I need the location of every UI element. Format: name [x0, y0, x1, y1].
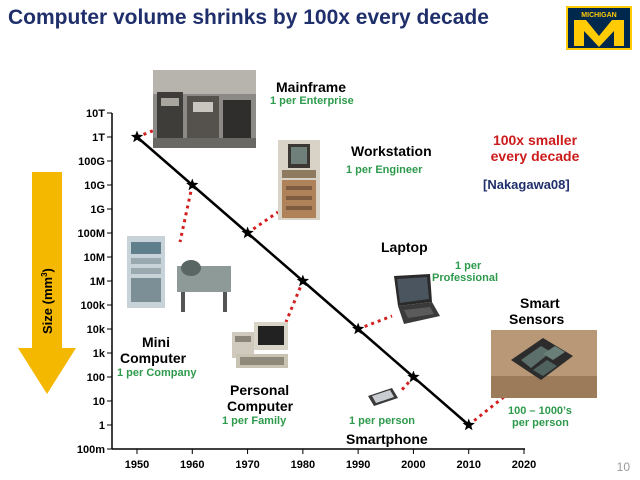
- y-tick-label: 10M: [84, 252, 105, 264]
- y-tick-label: 1G: [90, 204, 105, 216]
- x-tick-label: 1950: [125, 459, 149, 471]
- size-axis-label: Size (mm3): [40, 268, 55, 334]
- y-tick-label: 100k: [81, 300, 106, 312]
- page-number: 10: [616, 460, 630, 474]
- y-tick-label: 100G: [78, 156, 105, 168]
- y-tick-label: 10G: [84, 180, 105, 192]
- mainframe-photo: [153, 70, 256, 148]
- workstation-label: Workstation: [351, 143, 432, 159]
- workstation-sub-label: 1 per Engineer: [346, 164, 423, 176]
- minicomputer-sub-label: 1 per Company: [117, 367, 197, 379]
- connector-line: [246, 210, 279, 235]
- minicomputer-photo: [127, 236, 231, 312]
- laptop-sub-label-2: Professional: [432, 272, 499, 284]
- connector-line: [178, 184, 194, 243]
- y-tick-label: 1: [99, 420, 105, 432]
- y-tick-label: 100m: [77, 444, 105, 456]
- smart-sensors-sub-1: 100 – 1000’s: [508, 405, 572, 417]
- y-tick-label: 10k: [87, 324, 106, 336]
- minicomputer-label-2: Computer: [120, 350, 187, 366]
- x-tick-label: 1960: [180, 459, 204, 471]
- smart-sensors-label-1: Smart: [520, 295, 560, 311]
- data-point: [130, 130, 144, 143]
- page-title: Computer volume shrinks by 100x every de…: [8, 6, 489, 29]
- data-point: [241, 226, 254, 239]
- laptop-photo: [394, 274, 440, 324]
- minicomputer-label-1: Mini: [142, 334, 170, 350]
- x-tick-label: 2000: [401, 459, 425, 471]
- workstation-photo: [278, 140, 320, 220]
- y-tick-label: 1k: [93, 348, 106, 360]
- y-tick-label: 1T: [92, 132, 105, 144]
- callout-line1: 100x smaller: [492, 132, 578, 148]
- laptop-sub-label-1: 1 per: [455, 260, 482, 272]
- smartphone-label: Smartphone: [346, 431, 428, 447]
- x-tick-label: 1980: [291, 459, 315, 471]
- size-arrow: [18, 172, 76, 394]
- mainframe-sub-label: 1 per Enterprise: [270, 95, 354, 107]
- data-point: [462, 418, 475, 431]
- smart-sensors-sub-2: per person: [512, 417, 569, 429]
- svg-text:MICHIGAN: MICHIGAN: [581, 12, 616, 19]
- personal-computer-label-2: Computer: [227, 398, 294, 414]
- personal-computer-label-1: Personal: [230, 382, 290, 398]
- x-tick-label: 2020: [512, 459, 536, 471]
- connector-line: [357, 314, 393, 331]
- callout-line2: every decade: [490, 148, 580, 164]
- data-point: [351, 322, 365, 335]
- data-point: [296, 274, 310, 287]
- data-point: [186, 178, 199, 191]
- y-tick-label: 1M: [90, 276, 105, 288]
- svg-text:Size (mm3): Size (mm3): [40, 268, 55, 334]
- smartphone-photo: [368, 388, 398, 406]
- mainframe-label: Mainframe: [276, 79, 347, 95]
- x-tick-label: 2010: [456, 459, 480, 471]
- citation: [Nakagawa08]: [483, 177, 570, 192]
- smartphone-sub-label: 1 per person: [349, 415, 416, 427]
- personal-computer-photo: [232, 322, 288, 368]
- smart-sensor-photo: [491, 330, 597, 398]
- y-tick-label: 100: [87, 372, 105, 384]
- y-tick-label: 10: [93, 396, 105, 408]
- data-point: [407, 370, 420, 383]
- michigan-logo: MICHIGAN: [566, 6, 632, 50]
- connector-line: [398, 375, 415, 394]
- personal-computer-sub-label: 1 per Family: [222, 415, 287, 427]
- y-tick-label: 100M: [77, 228, 105, 240]
- smart-sensors-label-2: Sensors: [509, 311, 565, 327]
- laptop-label: Laptop: [381, 239, 428, 255]
- connector-line: [284, 280, 305, 323]
- x-tick-label: 1990: [346, 459, 370, 471]
- x-tick-label: 1970: [235, 459, 259, 471]
- y-tick-label: 10T: [86, 108, 105, 120]
